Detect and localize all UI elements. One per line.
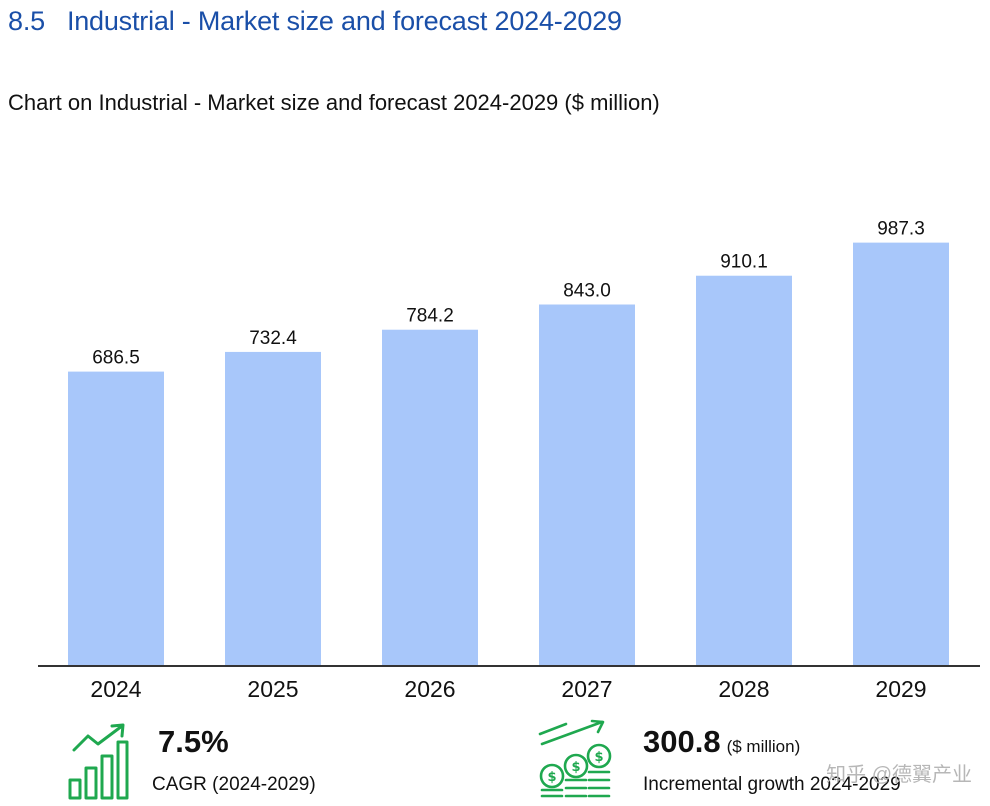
section-number: 8.5 <box>8 6 45 36</box>
incremental-kpi-label: Incremental growth 2024-2029 <box>643 774 901 796</box>
bar-2028 <box>696 275 792 666</box>
svg-text:$: $ <box>571 760 580 775</box>
x-tick-2025: 2025 <box>247 676 298 702</box>
bar-2029 <box>853 242 949 666</box>
section-title: 8.5 Industrial - Market size and forecast… <box>8 6 622 37</box>
chart-title: Chart on Industrial - Market size and fo… <box>8 90 660 115</box>
incremental-label: Incremental growth 2024-2029 <box>643 774 901 795</box>
bar-2027 <box>539 304 635 666</box>
cagr-kpi: 7.5% <box>158 724 229 760</box>
cagr-kpi-label: CAGR (2024-2029) <box>152 774 316 796</box>
value-label-2025: 732.4 <box>249 328 297 349</box>
incremental-value: 300.8 <box>643 724 721 759</box>
money-growth-icon: $ $ $ <box>538 719 612 798</box>
x-tick-2029: 2029 <box>875 676 926 702</box>
cagr-value: 7.5% <box>158 724 229 759</box>
bar-2025 <box>225 351 321 666</box>
value-label-2027: 843.0 <box>563 280 611 301</box>
bar-2026 <box>382 329 478 666</box>
x-tick-2027: 2027 <box>561 676 612 702</box>
incremental-unit: ($ million) <box>726 737 801 756</box>
value-label-2024: 686.5 <box>92 348 140 369</box>
incremental-kpi: 300.8 ($ million) <box>643 724 800 760</box>
watermark: 知乎 @德翼产业 <box>826 764 972 786</box>
growth-chart-icon <box>68 723 129 800</box>
section-heading: Industrial - Market size and forecast 20… <box>66 6 622 36</box>
value-label-2028: 910.1 <box>720 252 768 273</box>
x-tick-2028: 2028 <box>718 676 769 702</box>
x-tick-2024: 2024 <box>90 676 141 702</box>
bar-2024 <box>68 371 164 666</box>
cagr-label: CAGR (2024-2029) <box>152 774 316 795</box>
value-label-2029: 987.3 <box>877 219 925 240</box>
svg-text:$: $ <box>547 770 556 785</box>
svg-text:$: $ <box>594 750 603 765</box>
x-tick-2026: 2026 <box>404 676 455 702</box>
value-label-2026: 784.2 <box>406 306 454 327</box>
